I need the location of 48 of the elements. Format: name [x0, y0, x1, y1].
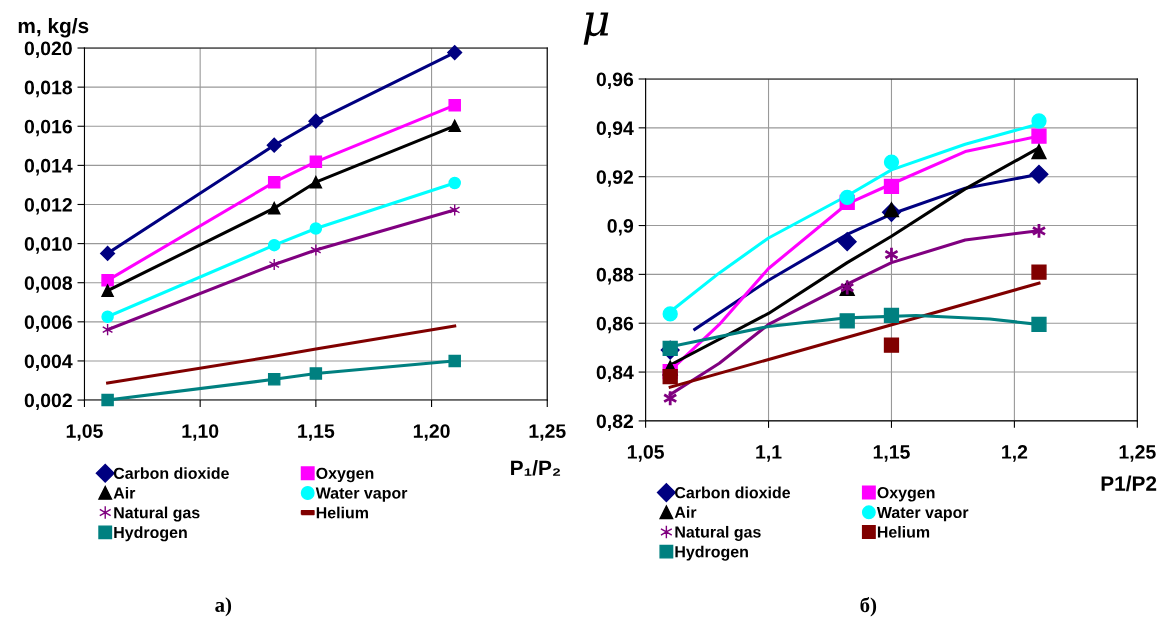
legend-label: Air	[113, 486, 136, 499]
x-tick-label: 1,1	[756, 445, 782, 462]
legend-label: Hydrogen	[675, 545, 748, 561]
y-tick-label: 0,82	[596, 414, 634, 431]
y-tick-label: 0,016	[24, 119, 72, 137]
legend-label: Natural gas	[675, 525, 761, 541]
x-tick-label: 1,15	[298, 424, 335, 441]
y-tick-label: 0,84	[596, 365, 634, 383]
y-tick-label: 0,012	[24, 197, 72, 215]
y-axis-title: m, kg/s	[18, 17, 89, 38]
x-axis-title: P1/P2	[1101, 475, 1157, 492]
legend-label: Water vapor	[876, 506, 969, 522]
y-tick-label: 0,002	[24, 393, 72, 411]
y-tick-label: 0,014	[24, 158, 73, 176]
legend-label: Water vapor	[315, 487, 408, 502]
x-tick-label: 1,05	[627, 445, 664, 462]
y-tick-label: 0,92	[596, 170, 634, 187]
y-tick-label: 0,010	[24, 237, 72, 254]
y-tick-label: 0,86	[596, 316, 634, 334]
legend-label: Helium	[316, 506, 368, 519]
legend-label: Hydrogen	[114, 526, 187, 542]
y-tick-label: 0,94	[596, 121, 634, 138]
legend-label: Oxygen	[316, 467, 374, 483]
x-tick-label: 1,20	[413, 424, 450, 441]
x-tick-label: 1,05	[66, 424, 103, 441]
legend-label: Oxygen	[877, 487, 935, 502]
y-axis-title: μ	[583, 12, 609, 45]
x-tick-label: 1,25	[529, 424, 566, 441]
x-tick-label: 1,2	[1002, 445, 1028, 462]
y-tick-label: 0,88	[596, 267, 634, 285]
y-tick-label: 0,96	[596, 72, 634, 90]
y-tick-label: 0,020	[24, 41, 72, 59]
legend-label: Carbon dioxide	[113, 467, 229, 479]
x-tick-label: 1,10	[182, 424, 219, 441]
text: б)	[860, 597, 877, 617]
y-tick-label: 0,008	[24, 276, 73, 293]
y-tick-label: 0,9	[607, 219, 634, 236]
text: а)	[215, 597, 232, 617]
y-tick-label: 0,006	[24, 315, 72, 332]
legend-label: Helium	[877, 526, 930, 538]
x-axis-title: P₁/P₂	[511, 459, 561, 476]
x-tick-label: 1,15	[873, 445, 910, 462]
legend-label: Air	[674, 506, 697, 518]
y-tick-label: 0,004	[24, 354, 73, 371]
legend-label: Carbon dioxide	[675, 486, 791, 499]
y-tick-label: 0,018	[24, 80, 73, 98]
x-tick-label: 1,25	[1119, 445, 1156, 462]
legend-label: Natural gas	[114, 506, 200, 522]
